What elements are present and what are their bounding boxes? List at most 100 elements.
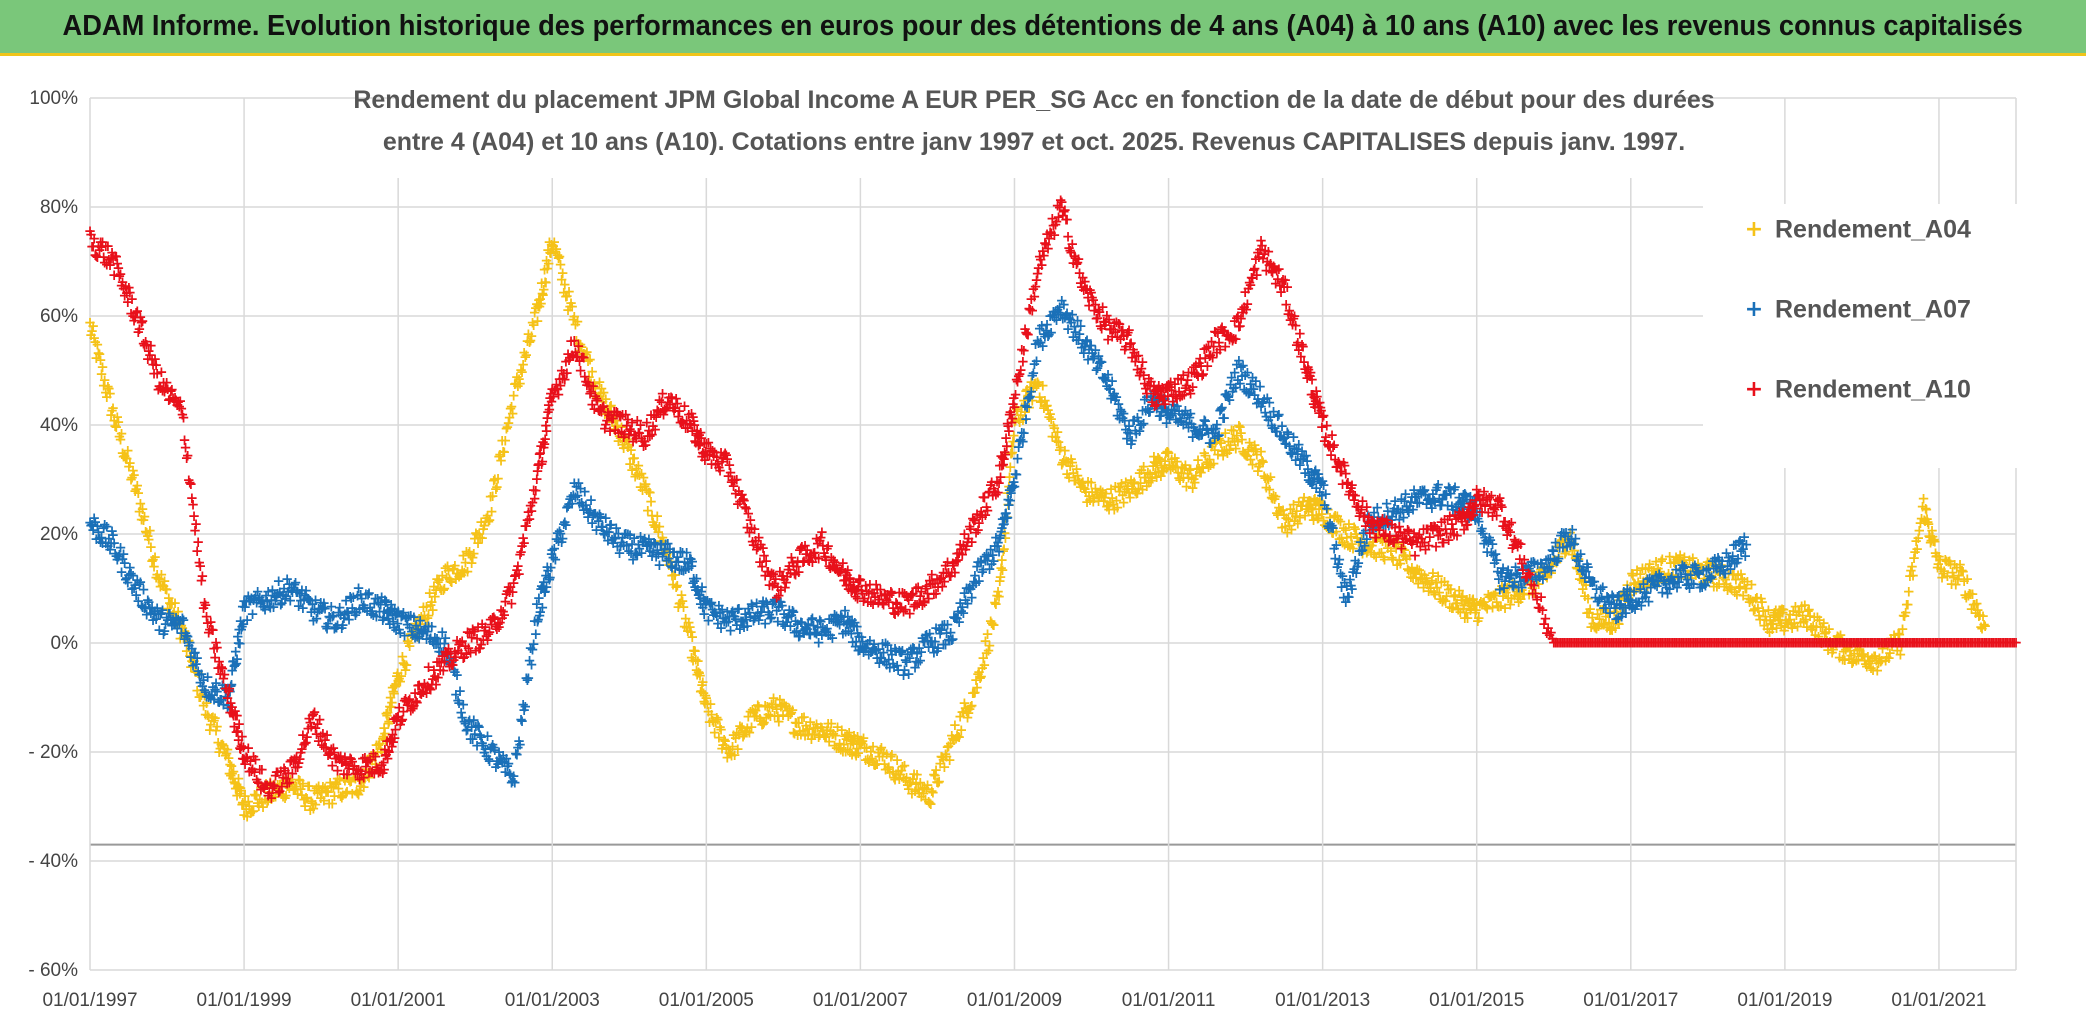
data-point: +: [168, 603, 181, 621]
data-point: +: [227, 763, 240, 781]
data-point: +: [251, 794, 264, 812]
data-point: +: [377, 730, 390, 748]
data-point: +: [1010, 466, 1023, 484]
data-point: +: [153, 570, 166, 588]
data-point: +: [386, 678, 399, 696]
data-point: +: [248, 785, 261, 803]
data-point: +: [232, 770, 245, 788]
data-point: +: [97, 377, 110, 395]
data-point: +: [115, 425, 128, 443]
data-point: +: [144, 522, 157, 540]
data-point: +: [257, 798, 270, 816]
data-point: +: [122, 442, 135, 460]
data-point: +: [385, 698, 398, 716]
data-point: +: [196, 681, 209, 699]
data-point: +: [259, 791, 272, 809]
data-point: +: [208, 712, 221, 730]
data-point: +: [331, 769, 344, 787]
data-point: +: [441, 557, 454, 575]
data-point: +: [263, 783, 276, 801]
data-point: +: [148, 557, 161, 575]
data-point: +: [194, 688, 207, 706]
data-point: +: [224, 756, 237, 774]
data-point: +: [452, 564, 465, 582]
data-point: +: [261, 793, 274, 811]
data-point: +: [380, 705, 393, 723]
data-point: +: [216, 735, 229, 753]
data-point: +: [361, 751, 374, 769]
data-point: +: [143, 531, 156, 549]
data-point: +: [427, 601, 440, 619]
data-point: +: [84, 314, 97, 332]
data-point: +: [428, 578, 441, 596]
data-point: +: [100, 383, 113, 401]
data-point: +: [226, 765, 239, 783]
data-point: +: [155, 566, 168, 584]
data-point: +: [549, 550, 562, 568]
data-point: +: [213, 743, 226, 761]
data-point: +: [249, 786, 262, 804]
data-point: +: [464, 547, 477, 565]
data-point: +: [418, 607, 431, 625]
data-point: +: [410, 621, 423, 639]
data-point: +: [429, 587, 442, 605]
data-point: +: [262, 792, 275, 810]
data-point: +: [311, 784, 324, 802]
data-point: +: [113, 427, 126, 445]
scatter-chart: 100%80%60%40%20%0%- 20%- 40%- 60%01/01/1…: [0, 56, 2086, 1032]
data-point: +: [366, 752, 379, 770]
data-point: +: [117, 448, 130, 466]
data-point: +: [358, 778, 371, 796]
data-point: +: [345, 772, 358, 790]
data-point: +: [101, 388, 114, 406]
data-point: +: [93, 345, 106, 363]
data-point: +: [350, 783, 363, 801]
data-point: +: [217, 737, 230, 755]
data-point: +: [161, 600, 174, 618]
data-point: +: [337, 786, 350, 804]
data-point: +: [218, 739, 231, 757]
data-point: +: [108, 411, 121, 429]
data-point: +: [1281, 278, 1294, 296]
data-point: +: [416, 610, 429, 628]
data-point: +: [353, 782, 366, 800]
data-point: +: [388, 685, 401, 703]
data-point: +: [307, 800, 320, 818]
data-point: +: [341, 783, 354, 801]
data-point: +: [130, 480, 143, 498]
data-point: +: [1061, 210, 1074, 228]
data-point: +: [381, 707, 394, 725]
data-point: +: [124, 454, 137, 472]
data-point: +: [420, 598, 433, 616]
data-point: +: [371, 743, 384, 761]
data-point: +: [236, 794, 249, 812]
data-point: +: [329, 773, 342, 791]
data-point: +: [119, 449, 132, 467]
data-point: +: [192, 533, 205, 551]
data-point: +: [323, 794, 336, 812]
data-point: +: [149, 548, 162, 566]
data-point: +: [315, 789, 328, 807]
data-point: +: [336, 789, 349, 807]
data-point: +: [290, 777, 303, 795]
data-point: +: [225, 766, 238, 784]
data-point: +: [181, 633, 194, 651]
data-point: +: [294, 771, 307, 789]
x-tick-label: 01/01/2009: [967, 990, 1062, 1011]
data-point: +: [85, 326, 98, 344]
data-point: +: [509, 774, 522, 792]
data-point: +: [287, 781, 300, 799]
data-point: +: [158, 572, 171, 590]
data-point: +: [513, 565, 526, 583]
data-point: +: [238, 806, 251, 824]
data-point: +: [279, 789, 292, 807]
data-point: +: [288, 780, 301, 798]
data-point: +: [159, 580, 172, 598]
data-point: +: [1907, 566, 1920, 584]
data-point: +: [104, 384, 117, 402]
data-point: +: [1979, 617, 1992, 635]
data-point: +: [519, 698, 532, 716]
x-tick-label: 01/01/2021: [1891, 990, 1986, 1011]
data-point: +: [134, 495, 147, 513]
